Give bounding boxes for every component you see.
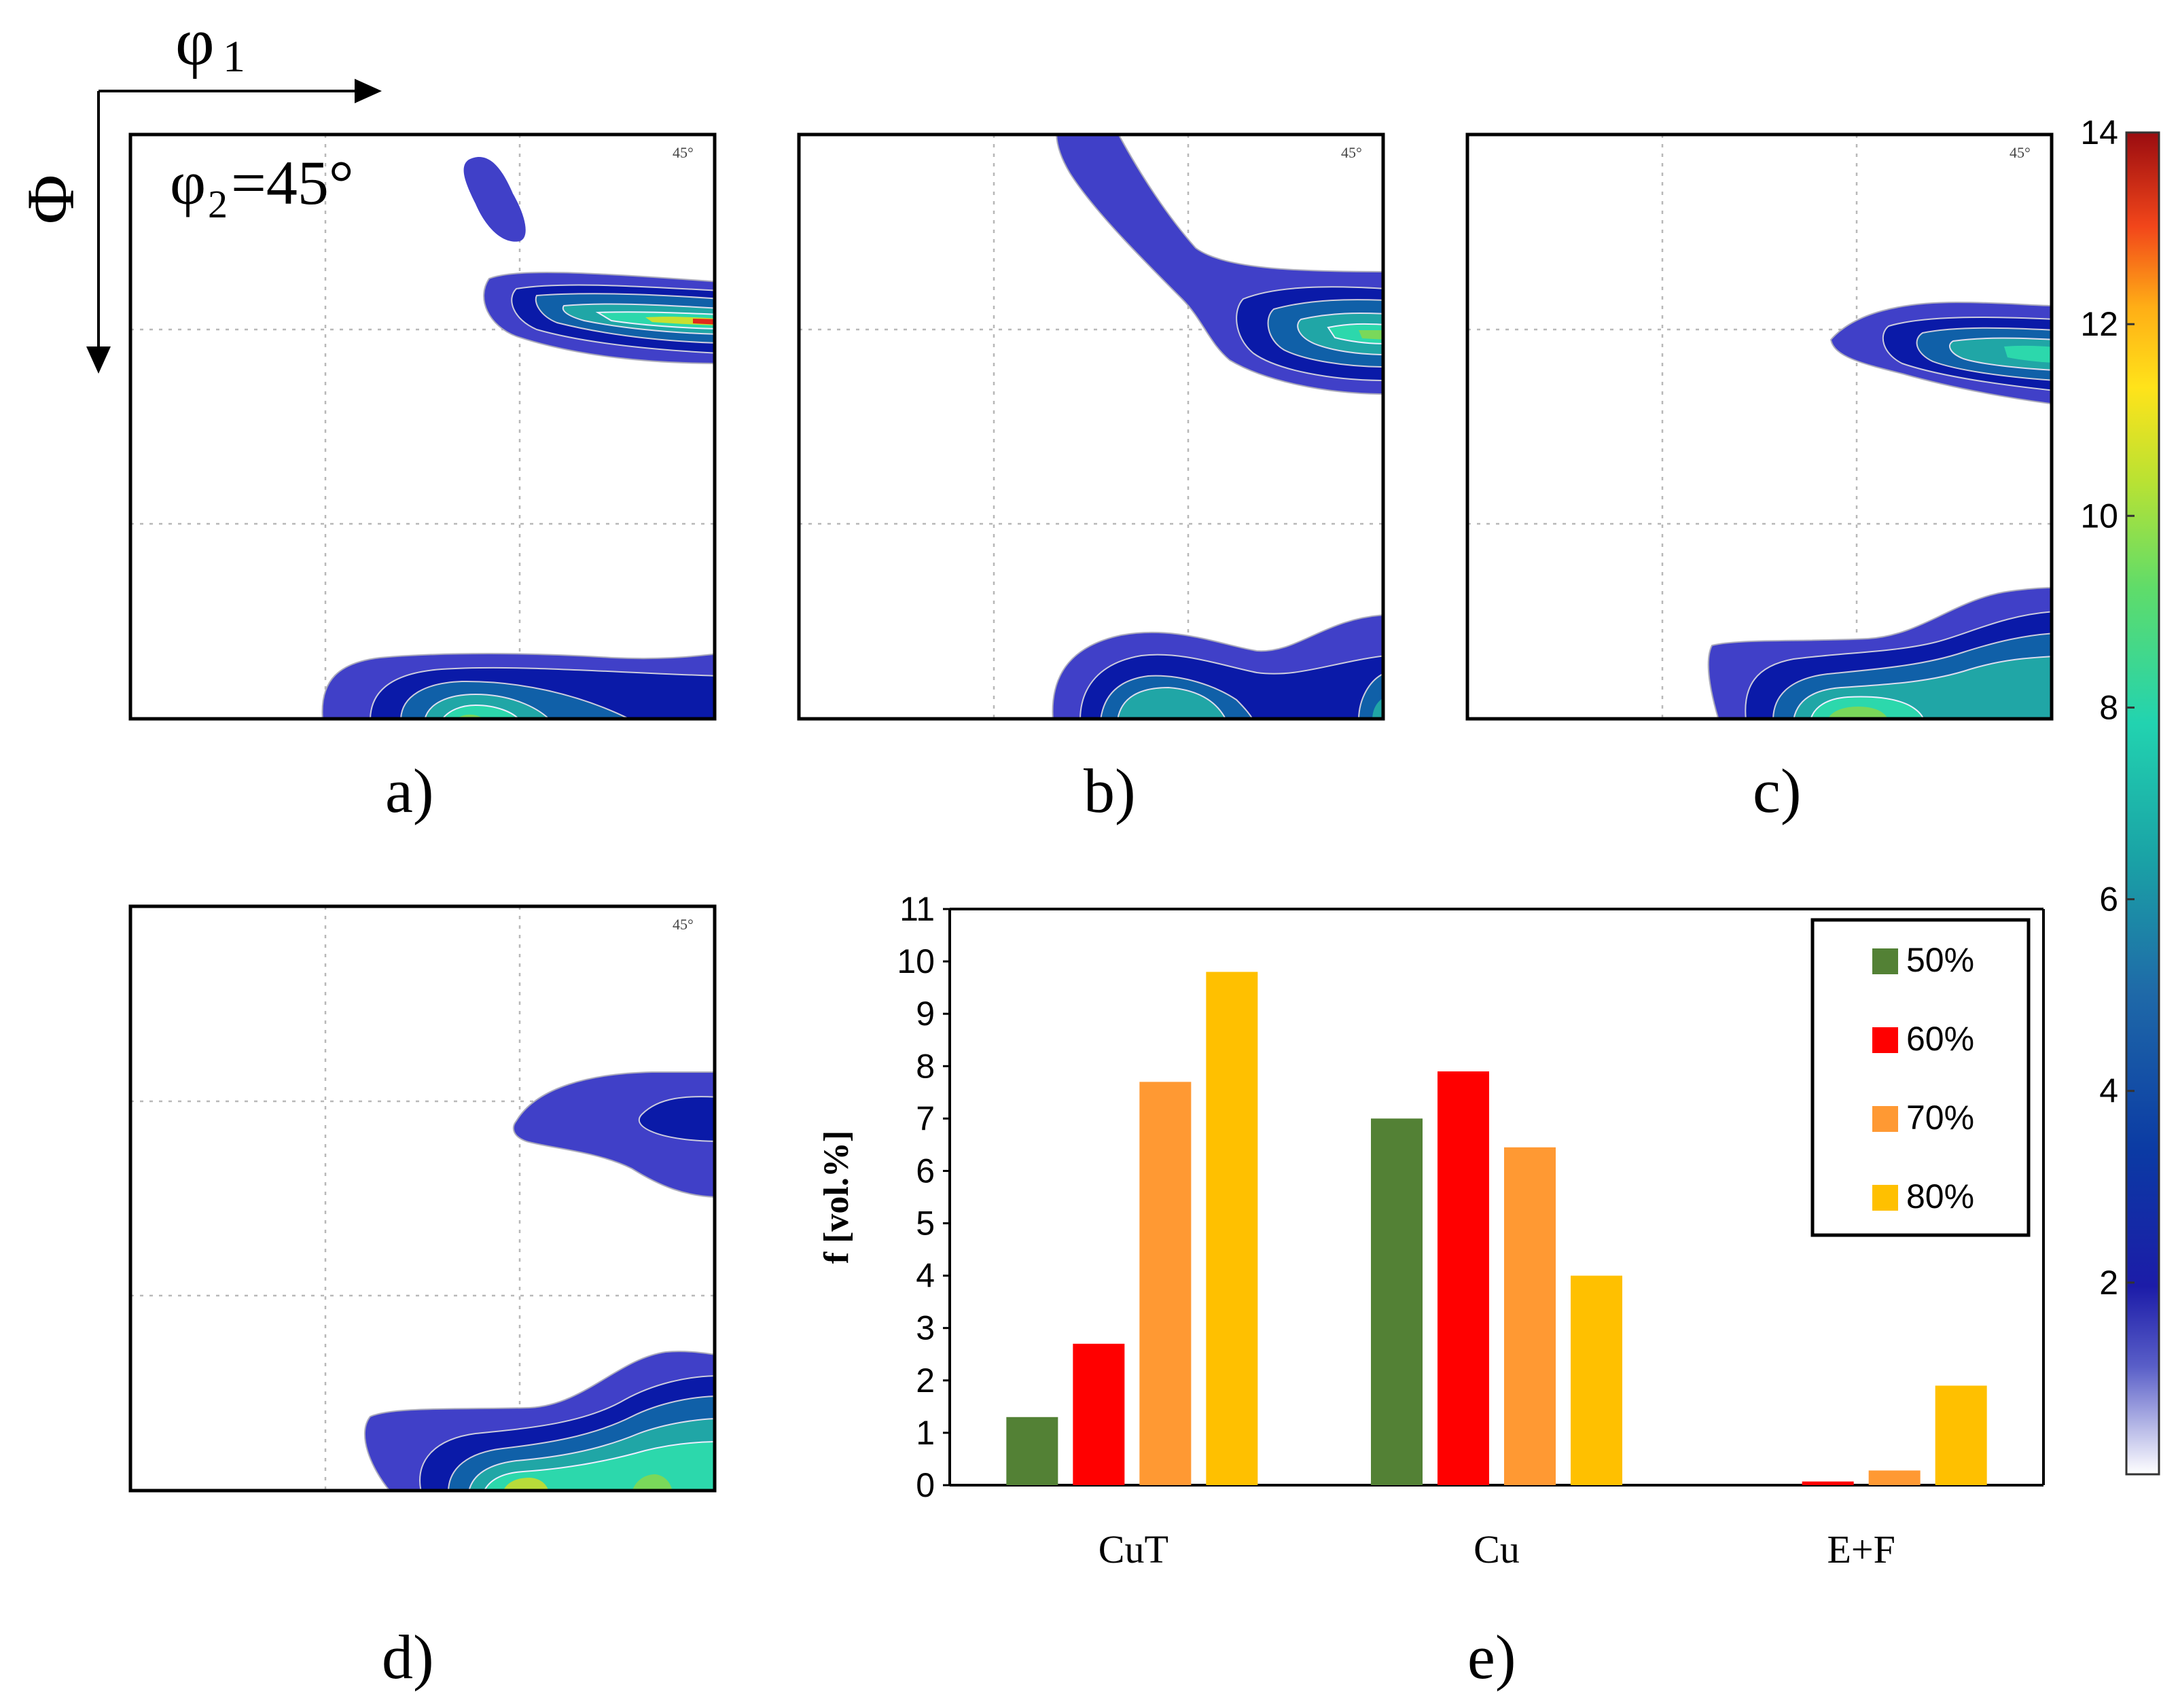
- colorbar-tick-label: 2: [2099, 1264, 2118, 1302]
- legend-swatch: [1872, 1185, 1898, 1211]
- odf-panel-d: 45°: [128, 904, 717, 1493]
- panel-b-label: b): [1084, 756, 1136, 825]
- colorbar-tick-label: 12: [2080, 305, 2118, 343]
- bar-Cu-60%: [1438, 1071, 1489, 1485]
- Phi-label: Φ: [13, 175, 88, 224]
- bar-Cu-50%: [1371, 1118, 1423, 1485]
- legend-swatch: [1872, 1106, 1898, 1132]
- colorbar-tick-label: 10: [2080, 497, 2118, 535]
- legend-swatch: [1872, 1027, 1898, 1053]
- y-tick-label: 0: [916, 1466, 935, 1504]
- euler-axes-diagram: φ 1 Φ: [13, 4, 382, 374]
- bar-E+F-80%: [1935, 1385, 1987, 1485]
- bars: [1006, 972, 1987, 1485]
- y-tick-label: 6: [916, 1152, 935, 1190]
- bar-E+F-70%: [1868, 1470, 1921, 1485]
- y-tick-label: 2: [916, 1362, 935, 1400]
- bar-E+F-60%: [1802, 1481, 1854, 1485]
- colorbar-ticks: 2 4 6 8 10 12 14: [2080, 113, 2135, 1302]
- category-labels: CuT Cu E+F: [1099, 1527, 1895, 1571]
- legend-swatch: [1872, 948, 1898, 974]
- Phi-arrowhead: [86, 346, 111, 374]
- colorbar: 2 4 6 8 10 12 14: [2080, 113, 2160, 1476]
- odf-contours: [1707, 301, 2052, 719]
- y-tick-label: 9: [916, 995, 935, 1033]
- legend-label: 70%: [1906, 1099, 1974, 1137]
- colorbar-tick-label: 8: [2099, 688, 2118, 726]
- colorbar-tick-label: 14: [2080, 113, 2118, 152]
- y-tick-label: 7: [916, 1099, 935, 1137]
- odf-contours: [364, 1071, 715, 1491]
- chart-y-label: f [vol.%]: [817, 1131, 856, 1264]
- bar-CuT-50%: [1006, 1417, 1058, 1485]
- legend-label: 60%: [1906, 1020, 1974, 1058]
- y-tick-label: 3: [916, 1309, 935, 1347]
- panel-b-tag: 45°: [1341, 144, 1362, 161]
- odf-panel-b: 45°: [797, 132, 1385, 721]
- y-tick-label: 8: [916, 1047, 935, 1085]
- panel-c-label: c): [1753, 756, 1801, 825]
- legend-label: 80%: [1906, 1177, 1974, 1215]
- phi2-value: =45°: [231, 148, 354, 217]
- category-label: E+F: [1827, 1527, 1895, 1571]
- category-label: CuT: [1099, 1527, 1168, 1571]
- y-tick-label: 1: [916, 1414, 935, 1452]
- odf-panel-a: 45° φ 2 =45°: [128, 132, 717, 721]
- legend-label: 50%: [1906, 941, 1974, 979]
- bar-CuT-80%: [1206, 972, 1258, 1485]
- panel-e-label: e): [1467, 1622, 1516, 1692]
- phi1-arrowhead: [355, 79, 382, 103]
- y-tick-label: 4: [916, 1257, 935, 1295]
- panel-c-tag: 45°: [2010, 144, 2031, 161]
- bar-Cu-70%: [1504, 1147, 1556, 1485]
- bar-CuT-60%: [1073, 1343, 1125, 1485]
- bar-chart: 0 1 2 3 4 5 6 7 8 9 10 11 CuT Cu E+F f [vol.%] 50% 60%…: [817, 890, 2045, 1571]
- legend-box: [1810, 918, 2031, 1237]
- phi2-label: φ: [170, 148, 206, 217]
- y-tick-label: 5: [916, 1205, 935, 1243]
- chart-legend: 50% 60% 70% 80%: [1810, 918, 2031, 1237]
- colorbar-tick-label: 6: [2099, 880, 2118, 919]
- bar-Cu-80%: [1571, 1275, 1622, 1485]
- phi1-label: φ: [175, 4, 215, 79]
- panel-d-label: d): [382, 1622, 434, 1692]
- phi1-subscript: 1: [223, 32, 245, 82]
- odf-panel-c: 45°: [1465, 132, 2054, 721]
- y-tick-label: 10: [897, 942, 935, 980]
- colorbar-gradient: [2125, 131, 2160, 1476]
- odf-contours: [1052, 135, 1383, 719]
- panel-a-tag: 45°: [673, 144, 694, 161]
- panel-d-tag: 45°: [673, 916, 694, 933]
- phi2-subscript: 2: [208, 182, 228, 226]
- bar-CuT-70%: [1139, 1082, 1192, 1485]
- colorbar-tick-label: 4: [2099, 1072, 2118, 1110]
- y-tick-label: 11: [899, 890, 935, 928]
- y-ticks: 0 1 2 3 4 5 6 7 8 9 10 11: [897, 890, 950, 1504]
- odf-contours: [321, 157, 715, 719]
- category-label: Cu: [1474, 1527, 1520, 1571]
- panel-a-label: a): [385, 756, 433, 825]
